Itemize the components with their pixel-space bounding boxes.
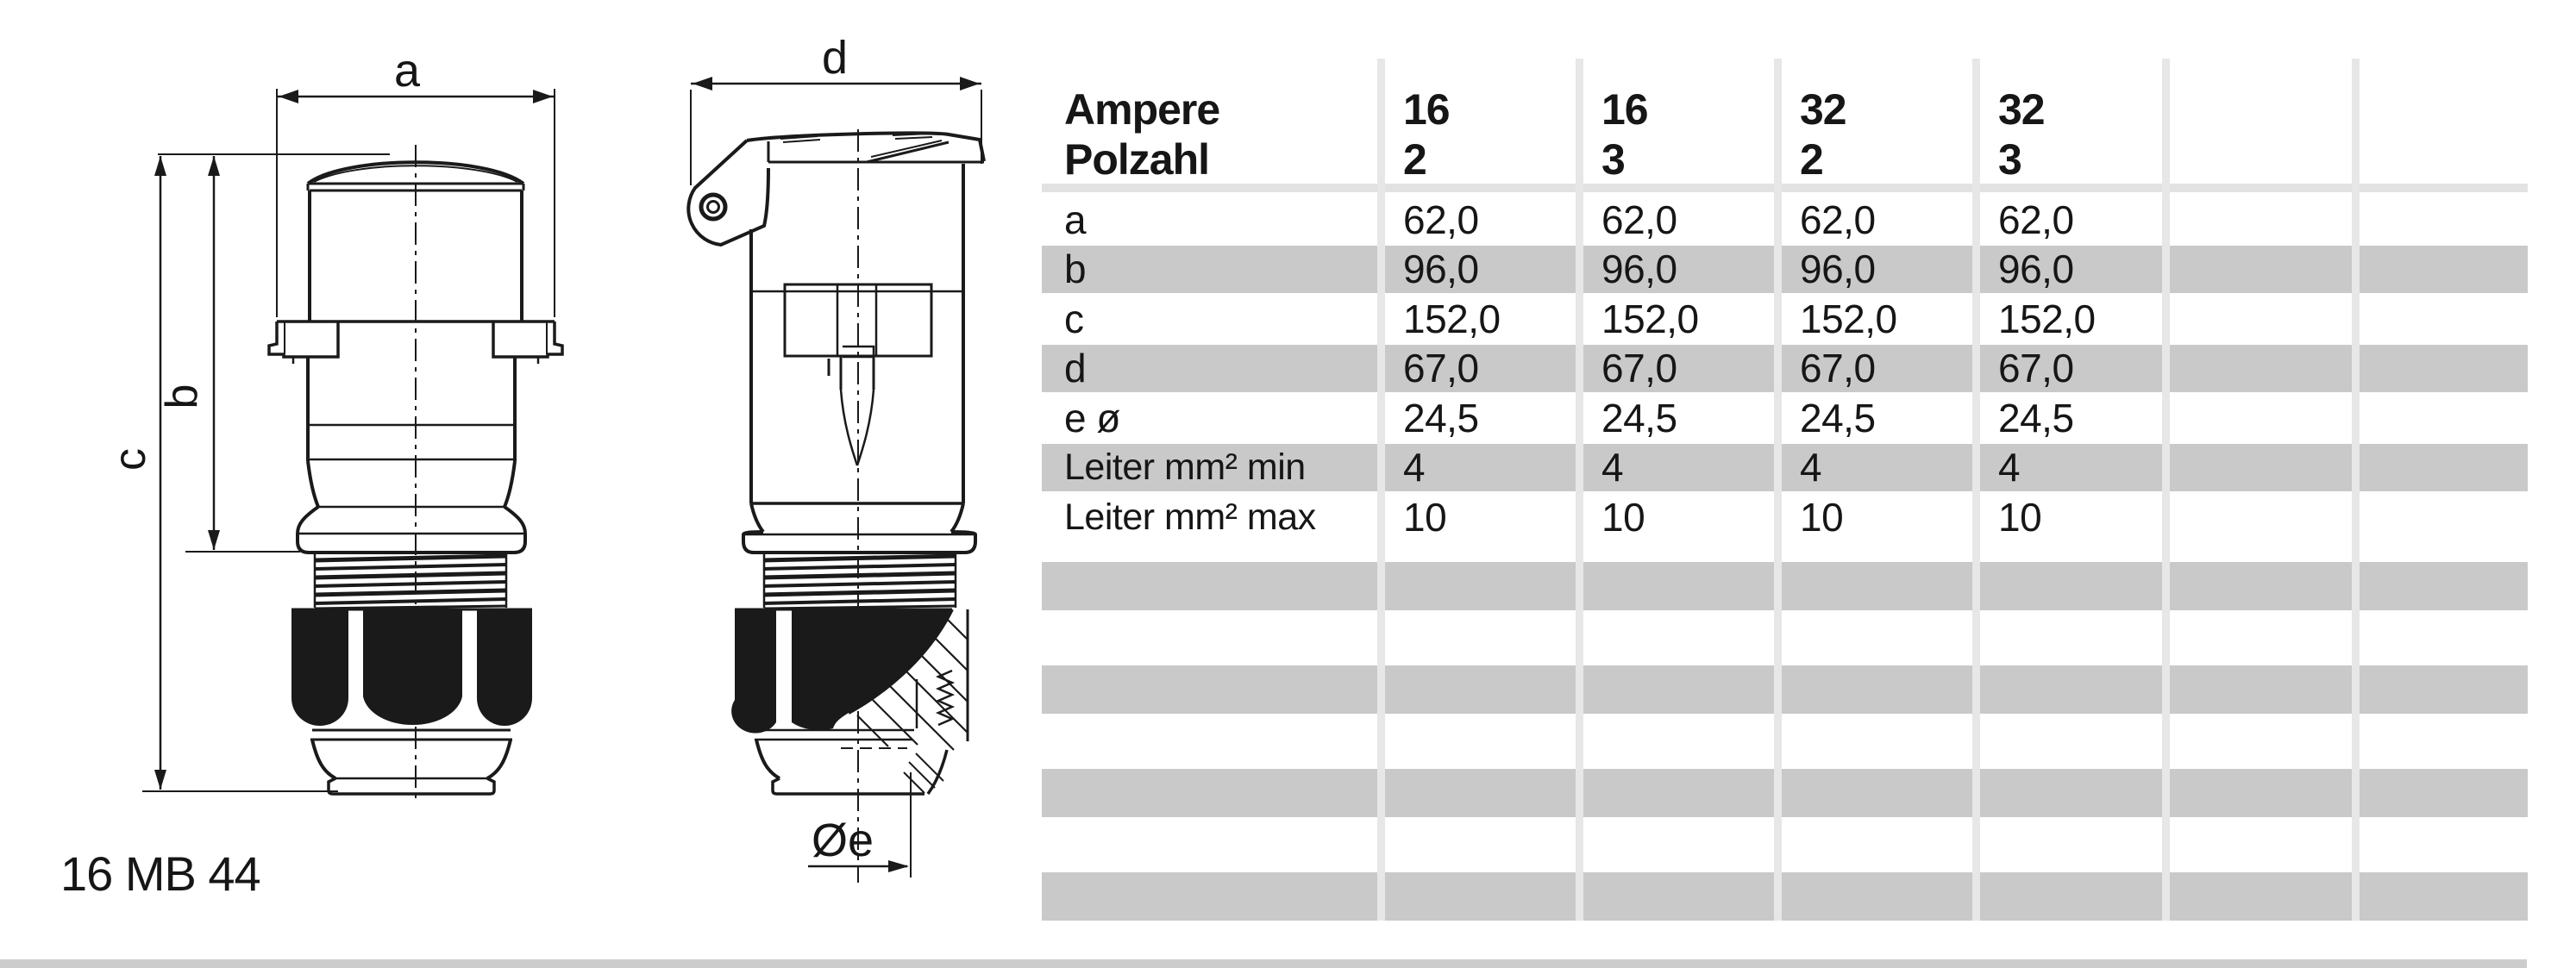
dim-label-d: d — [822, 32, 848, 84]
cell-value: 24,5 — [1998, 396, 2074, 440]
dim-label-a: a — [394, 45, 421, 97]
row-label: e ø — [1064, 396, 1120, 440]
right-latch — [492, 322, 564, 359]
row-label: c — [1064, 297, 1084, 341]
empty-shaded-row — [1042, 872, 2528, 921]
table-row: c 152,0 152,0 152,0 152,0 — [1042, 296, 2528, 343]
col3-polzahl: 2 — [1800, 135, 1824, 184]
left-latch — [267, 322, 340, 359]
shaded-row-band — [1042, 444, 2528, 491]
column-separator — [1774, 59, 1782, 921]
header-separator-strip — [1042, 184, 2528, 192]
empty-shaded-row — [1042, 562, 2528, 610]
empty-shaded-row — [1042, 769, 2528, 817]
thread-section — [762, 553, 957, 610]
table-row: Leiter mm² max 10 10 10 10 — [1042, 494, 2528, 541]
cell-value: 96,0 — [1800, 247, 1876, 291]
column-separator — [1972, 59, 1980, 921]
row-label: Leiter mm² max — [1064, 496, 1316, 538]
cell-value: 10 — [1601, 495, 1645, 540]
part-number-label: 16 MB 44 — [60, 846, 261, 901]
hinge-pin-icon — [699, 192, 728, 222]
col2-ampere: 16 — [1601, 85, 1649, 134]
cell-value: 24,5 — [1403, 396, 1479, 440]
cell-value: 152,0 — [1800, 297, 1897, 341]
cable-gland — [291, 608, 532, 726]
page-bottom-bar — [0, 959, 2527, 968]
row-label: a — [1064, 197, 1087, 242]
row-label: Leiter mm² min — [1064, 447, 1306, 488]
table-row: e ø 24,5 24,5 24,5 24,5 — [1042, 395, 2528, 442]
column-separator — [1377, 59, 1385, 921]
cell-value: 4 — [1403, 445, 1426, 490]
technical-drawing: a c b — [105, 32, 986, 883]
cell-value: 67,0 — [1800, 346, 1876, 390]
col4-ampere: 32 — [1998, 85, 2046, 134]
cell-value: 67,0 — [1601, 346, 1677, 390]
table-header-label: Ampere Polzahl — [1064, 84, 1220, 184]
col3-ampere: 32 — [1800, 85, 1847, 134]
cell-value: 10 — [1403, 495, 1447, 540]
row-label: d — [1064, 346, 1087, 390]
header-ampere: Ampere — [1064, 85, 1220, 134]
cell-value: 4 — [1800, 445, 1822, 490]
cell-value: 24,5 — [1800, 396, 1876, 440]
cell-value: 10 — [1998, 495, 2042, 540]
spec-table: Ampere Polzahl 16 2 16 3 32 2 32 3 a 62,0 62,… — [1042, 59, 2528, 921]
cell-value: 152,0 — [1403, 297, 1501, 341]
cell-value: 96,0 — [1403, 247, 1479, 291]
col2-polzahl: 3 — [1601, 135, 1626, 184]
shaded-row-band — [1042, 345, 2528, 392]
thread-section — [313, 553, 508, 610]
dim-label-c: c — [105, 448, 155, 471]
cell-value: 152,0 — [1601, 297, 1699, 341]
cell-value: 62,0 — [1601, 197, 1677, 242]
col1-ampere: 16 — [1403, 85, 1451, 134]
table-header-col-2: 16 3 — [1601, 84, 1649, 184]
cable-gland-cutaway — [731, 608, 969, 751]
column-separator — [2352, 59, 2360, 921]
row-label: b — [1064, 247, 1087, 291]
cell-value: 67,0 — [1403, 346, 1479, 390]
empty-shaded-row — [1042, 665, 2528, 714]
cell-value: 96,0 — [1601, 247, 1677, 291]
cell-value: 4 — [1601, 445, 1624, 490]
cell-value: 24,5 — [1601, 396, 1677, 440]
table-row: b 96,0 96,0 96,0 96,0 — [1042, 246, 2528, 293]
contact-block — [783, 283, 933, 466]
col4-polzahl: 3 — [1998, 135, 2022, 184]
hinge-lug — [686, 139, 770, 247]
hinged-lid — [746, 131, 986, 164]
side-view-drawing: d — [686, 32, 986, 883]
dim-label-b: b — [157, 384, 207, 409]
column-separator — [2162, 59, 2170, 921]
dim-label-e: Øe — [812, 815, 874, 866]
column-separator — [1576, 59, 1583, 921]
table-row: d 67,0 67,0 67,0 67,0 — [1042, 345, 2528, 392]
table-header-col-3: 32 2 — [1800, 84, 1847, 184]
cell-value: 67,0 — [1998, 346, 2074, 390]
table-header-col-1: 16 2 — [1403, 84, 1451, 184]
shaded-row-band — [1042, 246, 2528, 293]
table-row: a 62,0 62,0 62,0 62,0 — [1042, 197, 2528, 244]
front-view-drawing: a c b — [105, 45, 564, 803]
table-header-col-4: 32 3 — [1998, 84, 2046, 184]
cell-value: 62,0 — [1998, 197, 2074, 242]
cell-value: 96,0 — [1998, 247, 2074, 291]
header-polzahl: Polzahl — [1064, 135, 1210, 184]
cell-value: 62,0 — [1800, 197, 1876, 242]
cell-value: 10 — [1800, 495, 1844, 540]
cell-value: 62,0 — [1403, 197, 1479, 242]
table-row: Leiter mm² min 4 4 4 4 — [1042, 444, 2528, 491]
cell-value: 4 — [1998, 445, 2021, 490]
cell-value: 152,0 — [1998, 297, 2096, 341]
col1-polzahl: 2 — [1403, 135, 1427, 184]
